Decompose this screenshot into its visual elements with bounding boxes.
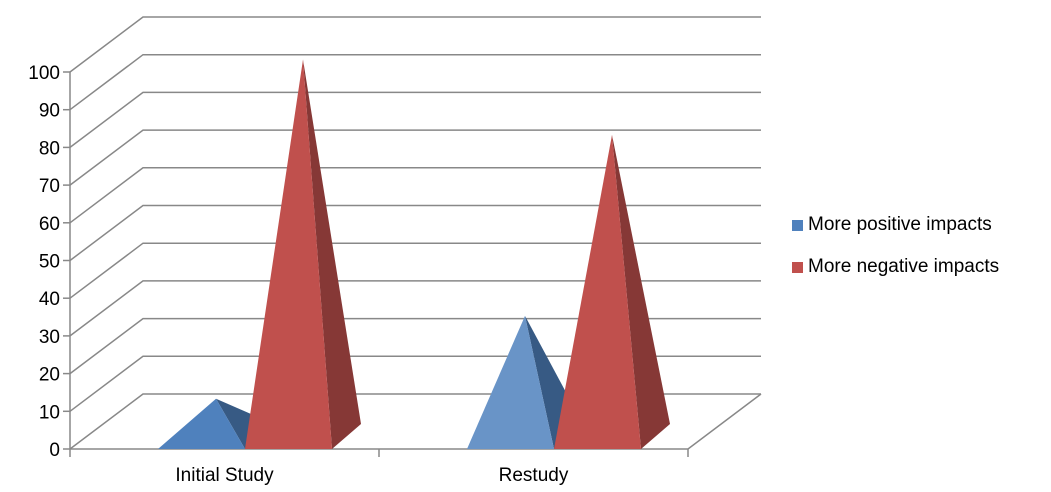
legend-label-positive: More positive impacts: [808, 214, 992, 236]
y-tick-label: 70: [39, 176, 60, 197]
y-tick-label: 60: [39, 214, 60, 235]
y-tick-label: 80: [39, 138, 60, 159]
x-tick-label: Restudy: [499, 465, 569, 486]
legend: More positive impacts More negative impa…: [792, 214, 1047, 298]
gridline: [70, 92, 761, 147]
y-tick-label: 90: [39, 101, 60, 122]
legend-item-negative: More negative impacts: [792, 256, 1047, 278]
gridline: [70, 168, 761, 223]
y-tick-label: 20: [39, 365, 60, 386]
y-tick-label: 0: [49, 440, 60, 461]
legend-item-positive: More positive impacts: [792, 214, 1047, 236]
y-tick-label: 40: [39, 289, 60, 310]
legend-swatch-negative: [792, 262, 803, 273]
gridline: [70, 281, 761, 336]
x-tick-label: Initial Study: [175, 465, 274, 486]
y-tick-label: 10: [39, 402, 60, 423]
y-tick-label: 100: [28, 63, 60, 84]
legend-swatch-positive: [792, 220, 803, 231]
y-tick-label: 50: [39, 252, 60, 273]
gridline: [70, 17, 761, 72]
gridline: [70, 130, 761, 185]
gridline: [70, 243, 761, 298]
y-tick-label: 30: [39, 327, 60, 348]
legend-label-negative: More negative impacts: [808, 256, 999, 278]
gridline: [70, 55, 761, 110]
gridline: [70, 206, 761, 261]
